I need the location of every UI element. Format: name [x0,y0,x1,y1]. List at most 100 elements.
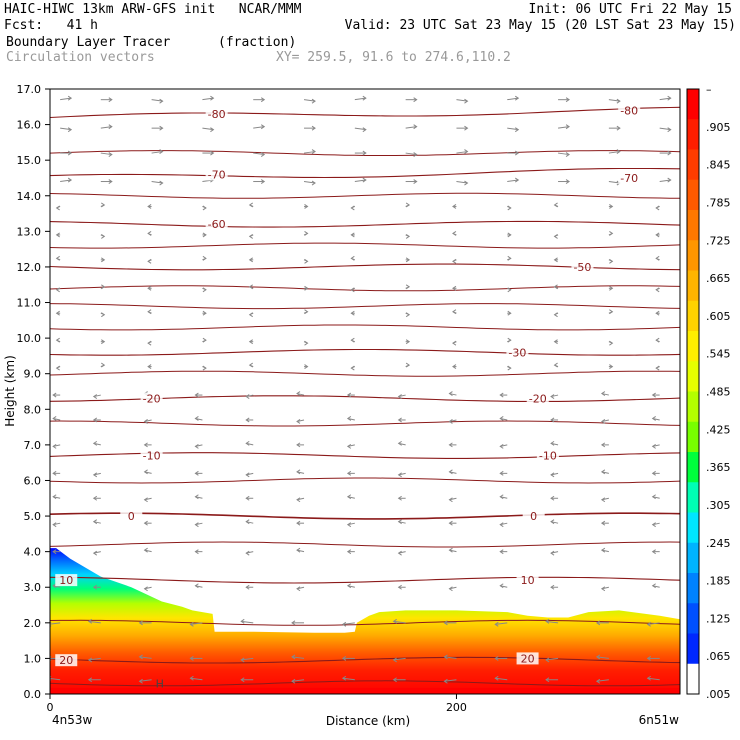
wind-vector-head [202,255,207,261]
wind-vector-head [413,97,418,103]
wind-vector-head [92,440,98,446]
wind-vector-head [92,550,98,556]
wind-vector-head [240,677,245,683]
wind-vector-head [600,419,606,424]
wind-vector-head [260,152,266,157]
wind-vector-head [499,416,504,421]
colorbar-swatch [687,633,699,665]
wind-vector-head [87,677,93,683]
wind-vector-head [194,416,199,421]
wind-vector-head [397,472,402,478]
contour-label: 10 [59,574,73,587]
wind-vector-head [514,127,520,133]
y-tick-label: 13.0 [17,225,42,238]
wind-vector-head [248,233,254,239]
wind-vector-head [55,232,60,238]
colorbar-swatch [687,300,699,332]
wind-vector-head [405,339,411,345]
colorbar-swatch [687,331,699,362]
wind-vector [659,179,671,183]
wind-vector [393,620,406,624]
wind-vector-head [350,365,355,371]
wind-vector-head [651,494,656,500]
colorbar-label: .485 [706,386,731,399]
header-init-time: Init: 06 UTC Fri 22 May 15 [528,2,733,17]
wind-vector [659,97,671,101]
wind-vector-head [507,287,512,293]
wind-vector-head [245,550,250,556]
colorbar-label: .305 [706,499,731,512]
y-tick-label: 1.0 [24,652,42,665]
wind-vector-head [397,495,402,501]
wind-vector-head [147,204,152,209]
wind-vector-head [311,125,316,131]
wind-vector-head [101,202,106,208]
wind-vector-head [52,494,57,500]
wind-vector-head [464,98,469,104]
contour-label-bg [205,107,228,120]
wind-vector-head [92,519,98,525]
wind-vector-head [464,149,469,154]
wind-vector-head [101,362,106,368]
y-tick-label: 11.0 [17,297,42,310]
contour-label: 10 [521,574,535,587]
wind-vector-head [202,310,207,316]
wind-vector-head [346,416,352,421]
wind-vector-head [655,310,660,316]
contour-label-bg [55,574,78,587]
wind-vector-head [550,519,555,525]
wind-vector-head [341,675,347,681]
wind-vector [151,99,163,102]
wind-vector [456,181,468,184]
wind-vector-head [514,95,520,101]
wind-vector [495,622,508,625]
wind-vector-head [397,394,402,399]
wind-vector-head [655,287,660,293]
colorbar-label: .665 [706,272,731,285]
wind-vector-head [646,621,651,627]
wind-vector-head [260,97,266,103]
wind-vector-head [452,230,457,236]
wind-vector [608,99,620,102]
wind-vector-head [499,392,504,398]
wind-vector-head [248,202,254,208]
wind-vector [495,677,508,681]
wind-vector-head [245,440,250,446]
wind-vector-head [553,202,558,208]
wind-vector-head [397,417,402,423]
wind-vector-head [595,620,601,626]
contour-label: 20 [59,654,73,667]
wind-vector-head [507,232,512,238]
wind-vector-head [143,442,148,448]
wind-vector-head [248,257,254,263]
wind-vector-head [553,284,558,290]
wind-vector-head [202,287,207,293]
wind-vector-head [452,309,457,315]
wind-vector-head [464,180,469,186]
wind-vector [202,127,214,131]
wind-vector-head [304,364,309,370]
y-tick-label: 9.0 [24,368,42,381]
wind-vector [647,622,660,625]
wind-vector [354,97,366,101]
y-tick-label: 7.0 [24,439,42,452]
wind-vector-head [245,584,250,590]
contour-label: -20 [529,393,547,406]
wind-vector-head [499,522,504,528]
temperature-contour [50,656,680,664]
wind-vector-head [600,497,606,503]
field-units: (fraction) [218,35,297,50]
wind-vector-head [507,365,512,371]
wind-vector-head [350,310,355,316]
wind-vector-head [143,520,148,526]
wind-vector-head [443,654,448,660]
wind-vector-head [108,124,113,130]
header-forecast-hour: Fcst: 41 h [4,18,98,33]
wind-vector-head [553,362,558,368]
contour-label: -30 [508,346,526,359]
wind-vector-head [448,469,453,475]
wind-vector-head [92,495,98,501]
wind-vector-head [143,419,148,424]
wind-vector-head [499,583,504,589]
wind-vector [303,99,316,102]
